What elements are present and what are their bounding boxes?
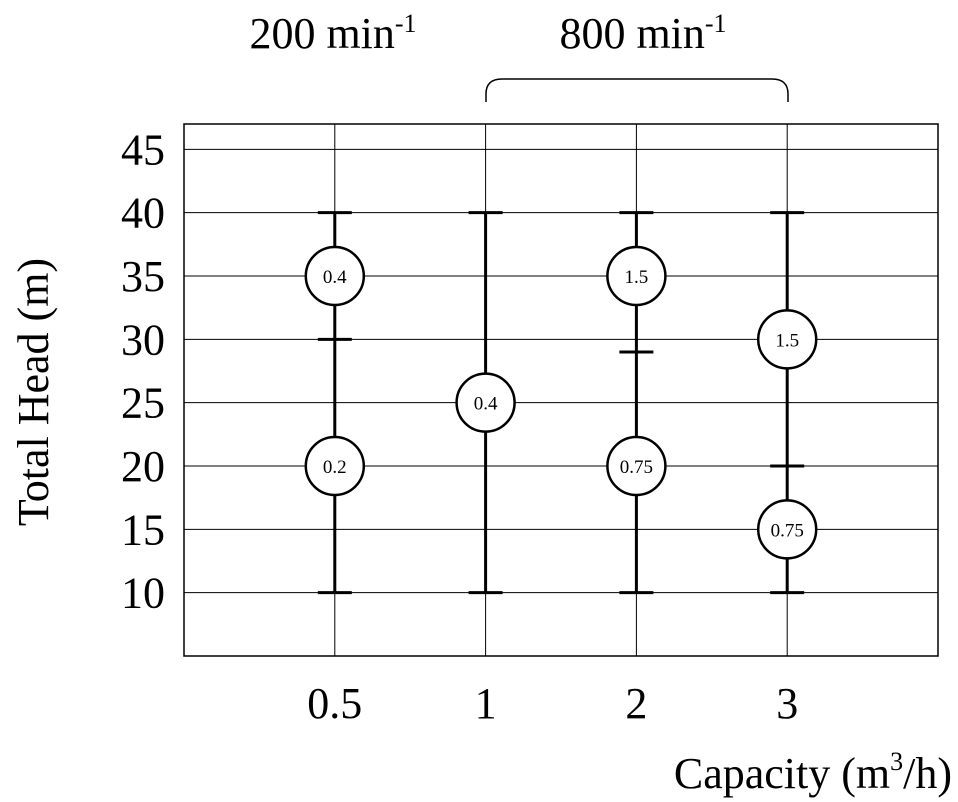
range-column: 0.4 0.2 (304, 211, 366, 595)
y-tick-label: 30 (121, 315, 165, 364)
y-tick-labels: 10 15 20 25 30 35 40 45 (121, 125, 165, 617)
chart-grid (184, 124, 938, 656)
x-axis-label: Capacity (m3/h) (674, 747, 952, 798)
x-tick-label: 2 (625, 679, 647, 728)
range-column: 0.4 (455, 211, 516, 595)
power-bubble (606, 245, 667, 307)
speed-labels: 200 min-1 800 min-1 (249, 9, 789, 102)
power-label: 0.2 (323, 457, 347, 478)
x-tick-label: 1 (475, 679, 497, 728)
power-label: 1.5 (775, 330, 799, 351)
speed-group-bracket (485, 78, 789, 102)
y-tick-label: 20 (121, 442, 165, 491)
speed-label-800: 800 min-1 (559, 9, 726, 58)
range-columns: 0.4 0.2 0.4 1.5 0.75 1.5 0.75 (304, 211, 818, 595)
power-bubble (606, 435, 667, 497)
power-label: 0.75 (620, 457, 653, 478)
x-tick-label: 3 (776, 679, 798, 728)
y-axis-label: Total Head (m) (9, 258, 58, 526)
y-tick-label: 40 (121, 189, 165, 238)
y-tick-label: 45 (121, 125, 165, 174)
power-bubble (304, 245, 366, 307)
y-tick-label: 10 (121, 569, 165, 618)
power-label: 0.4 (474, 394, 498, 415)
power-bubble (304, 435, 366, 497)
range-column: 1.5 0.75 (756, 211, 818, 595)
range-column: 1.5 0.75 (606, 211, 667, 595)
plot-frame (183, 123, 939, 657)
speed-label-200: 200 min-1 (249, 9, 416, 58)
x-tick-label: 0.5 (307, 679, 362, 728)
power-label: 0.4 (323, 267, 347, 288)
power-label: 1.5 (625, 267, 649, 288)
y-tick-label: 35 (121, 252, 165, 301)
power-bubble (455, 372, 516, 433)
power-label: 0.75 (771, 520, 804, 541)
x-tick-labels: 0.5 1 2 3 (307, 679, 798, 728)
power-bubble (756, 499, 818, 560)
power-bubble (756, 309, 818, 370)
y-tick-label: 15 (121, 505, 165, 554)
y-tick-label: 25 (121, 379, 165, 428)
